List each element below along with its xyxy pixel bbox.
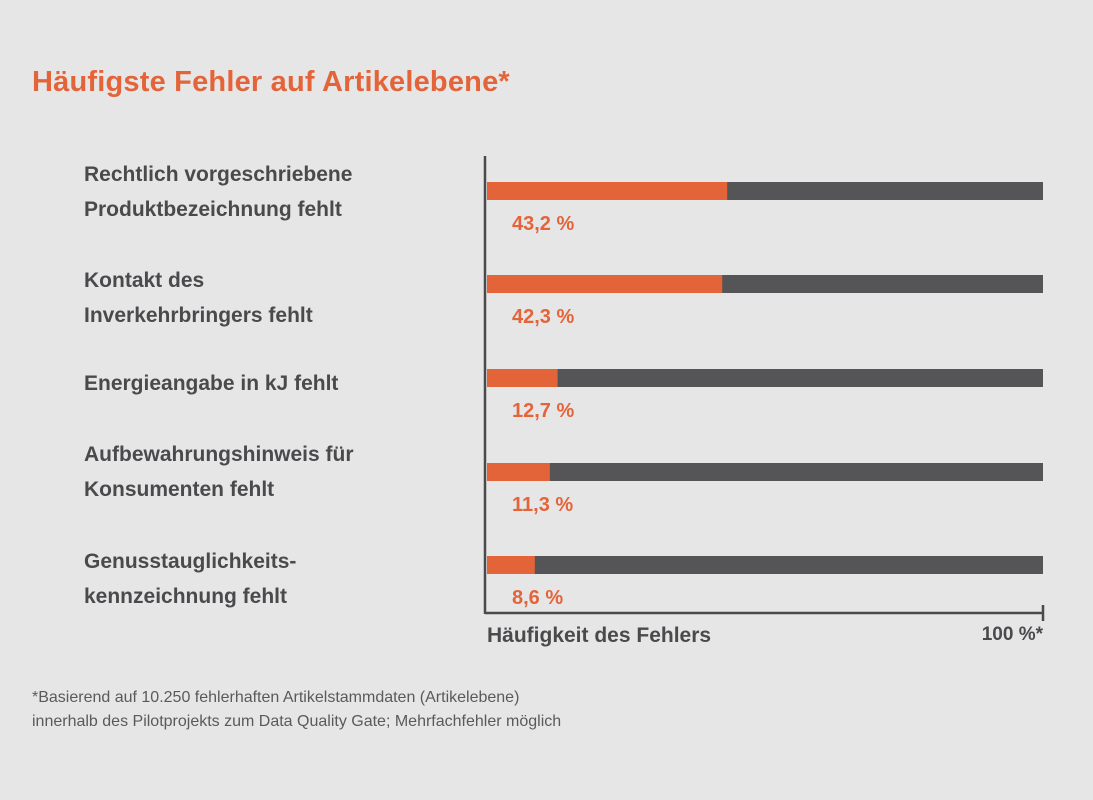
chart-title: Häufigste Fehler auf Artikelebene* [32,66,510,98]
category-label: Rechtlich vorgeschriebene Produktbezeich… [84,163,353,221]
bar-value [487,369,558,387]
data-label: 43,2 % [512,213,574,235]
data-label: 11,3 % [512,494,573,516]
category-label: Energieangabe in kJ fehlt [84,372,339,395]
bar-value [487,275,723,293]
bar-value [487,556,535,574]
bar-remainder [487,463,1043,481]
data-label: 12,7 % [512,400,574,422]
category-label: Aufbewahrungshinweis für Konsumenten feh… [84,443,354,501]
data-label: 42,3 % [512,306,574,328]
bar-remainder [487,369,1043,387]
x-axis-max-label: 100 %* [981,624,1043,645]
bar-value [487,463,550,481]
category-label: Kontakt des Inverkehrbringers fehlt [84,269,313,327]
bar-remainder [487,556,1043,574]
footnote: *Basierend auf 10.250 fehlerhaften Artik… [32,689,562,730]
bar-value [487,182,728,200]
category-label: Genusstauglichkeits- kennzeichnung fehlt [84,550,297,608]
x-axis-title: Häufigkeit des Fehlers [487,624,712,647]
data-label: 8,6 % [512,587,563,609]
